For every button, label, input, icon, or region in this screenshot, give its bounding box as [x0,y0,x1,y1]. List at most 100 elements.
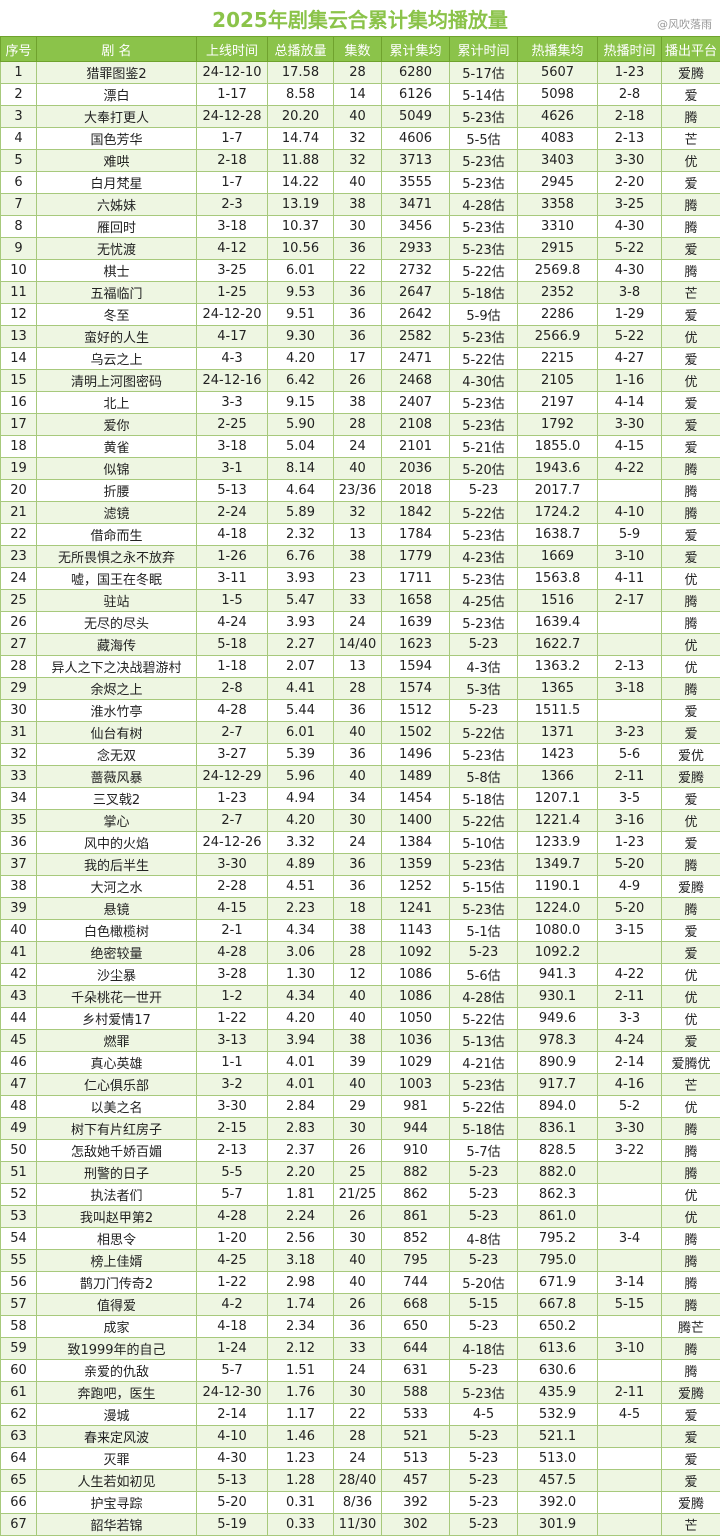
table-row: 34 三叉戟2 1-23 4.94 34 1454 5-18估 1207.1 3-5 爱 [0,787,720,810]
episodes-cell: 28 [333,61,382,84]
rank-cell: 33 [0,765,37,788]
rank-cell: 19 [0,457,37,480]
peak-date-cell: 2-11 [597,765,662,788]
cumulative-avg-cell: 2732 [381,259,450,282]
table-row: 14 乌云之上 4-3 4.20 17 2471 5-22估 2215 4-27 爱 [0,347,720,370]
peak-avg-cell: 5098 [517,83,598,106]
rank-cell: 25 [0,589,37,612]
cumulative-date-cell: 5-13估 [449,1029,518,1052]
peak-avg-cell: 532.9 [517,1403,598,1426]
episodes-cell: 32 [333,149,382,172]
cumulative-avg-cell: 6280 [381,61,450,84]
rank-cell: 36 [0,831,37,854]
cumulative-date-cell: 4-30估 [449,369,518,392]
platform-cell: 爱腾 [661,875,720,898]
peak-date-cell: 4-24 [597,1029,662,1052]
cumulative-date-cell: 5-23估 [449,853,518,876]
release-date-cell: 1-26 [196,545,268,568]
title-cell: 折腰 [36,479,197,502]
peak-date-cell [597,479,662,502]
rank-cell: 23 [0,545,37,568]
rank-cell: 56 [0,1271,37,1294]
release-date-cell: 2-7 [196,721,268,744]
platform-cell: 腾 [661,1271,720,1294]
total-views-cell: 4.01 [267,1051,334,1074]
cumulative-date-cell: 5-23 [449,1161,518,1184]
platform-cell: 爱 [661,1425,720,1448]
title-cell: 漂白 [36,83,197,106]
rank-cell: 16 [0,391,37,414]
platform-cell: 腾 [661,589,720,612]
episodes-cell: 23/36 [333,479,382,502]
peak-avg-cell: 2197 [517,391,598,414]
release-date-cell: 24-12-16 [196,369,268,392]
total-views-cell: 0.31 [267,1491,334,1514]
peak-avg-cell: 667.8 [517,1293,598,1316]
platform-cell: 优 [661,633,720,656]
release-date-cell: 3-28 [196,963,268,986]
rank-cell: 21 [0,501,37,524]
cumulative-avg-cell: 882 [381,1161,450,1184]
episodes-cell: 26 [333,1293,382,1316]
table-row: 38 大河之水 2-28 4.51 36 1252 5-15估 1190.1 4-9 爱腾 [0,875,720,898]
title-cell: 仙台有树 [36,721,197,744]
platform-cell: 腾 [661,1359,720,1382]
cumulative-date-cell: 5-7估 [449,1139,518,1162]
title-cell: 棋士 [36,259,197,282]
peak-date-cell: 1-16 [597,369,662,392]
platform-cell: 腾 [661,259,720,282]
title-cell: 蔷薇风暴 [36,765,197,788]
peak-date-cell [597,611,662,634]
peak-date-cell: 4-5 [597,1403,662,1426]
cumulative-date-cell: 4-5 [449,1403,518,1426]
cumulative-avg-cell: 2582 [381,325,450,348]
title-cell: 掌心 [36,809,197,832]
platform-cell: 爱腾 [661,61,720,84]
cumulative-date-cell: 5-17估 [449,61,518,84]
rank-cell: 42 [0,963,37,986]
platform-cell: 优 [661,1183,720,1206]
cumulative-date-cell: 5-20估 [449,457,518,480]
cumulative-date-cell: 5-23 [449,1249,518,1272]
total-views-cell: 5.89 [267,501,334,524]
peak-avg-cell: 861.0 [517,1205,598,1228]
peak-avg-cell: 2352 [517,281,598,304]
episodes-cell: 40 [333,721,382,744]
title-cell: 韶华若锦 [36,1513,197,1536]
table-row: 63 春来定风波 4-10 1.46 28 521 5-23 521.1 爱 [0,1425,720,1448]
platform-cell: 爱 [661,831,720,854]
peak-date-cell: 4-11 [597,567,662,590]
total-views-cell: 2.32 [267,523,334,546]
title-cell: 嘘，国王在冬眠 [36,567,197,590]
platform-cell: 爱 [661,303,720,326]
table-row: 44 乡村爱情17 1-22 4.20 40 1050 5-22估 949.6 3-3 优 [0,1007,720,1030]
table-row: 17 爱你 2-25 5.90 28 2108 5-23估 1792 3-30 爱 [0,413,720,436]
cumulative-avg-cell: 1036 [381,1029,450,1052]
cumulative-date-cell: 5-23 [449,1491,518,1514]
table-row: 25 驻站 1-5 5.47 33 1658 4-25估 1516 2-17 腾 [0,589,720,612]
cumulative-avg-cell: 513 [381,1447,450,1470]
cumulative-date-cell: 4-21估 [449,1051,518,1074]
title-cell: 无所畏惧之永不放弃 [36,545,197,568]
table-row: 15 清明上河图密码 24-12-16 6.42 26 2468 4-30估 2105 1-16… [0,369,720,392]
table-row: 54 相思令 1-20 2.56 30 852 4-8估 795.2 3-4 腾 [0,1227,720,1250]
episodes-cell: 40 [333,171,382,194]
cumulative-date-cell: 5-23估 [449,1381,518,1404]
release-date-cell: 4-30 [196,1447,268,1470]
cumulative-avg-cell: 668 [381,1293,450,1316]
cumulative-date-cell: 5-23 [449,1183,518,1206]
rank-cell: 1 [0,61,37,84]
title-cell: 以美之名 [36,1095,197,1118]
episodes-cell: 24 [333,435,382,458]
total-views-cell: 9.15 [267,391,334,414]
cumulative-date-cell: 5-23估 [449,391,518,414]
rank-cell: 20 [0,479,37,502]
cumulative-date-cell: 5-23估 [449,523,518,546]
total-views-cell: 4.20 [267,1007,334,1030]
total-views-cell: 14.74 [267,127,334,150]
platform-cell: 爱 [661,699,720,722]
release-date-cell: 5-5 [196,1161,268,1184]
platform-cell: 芒 [661,281,720,304]
title-cell: 余烬之上 [36,677,197,700]
rank-cell: 24 [0,567,37,590]
